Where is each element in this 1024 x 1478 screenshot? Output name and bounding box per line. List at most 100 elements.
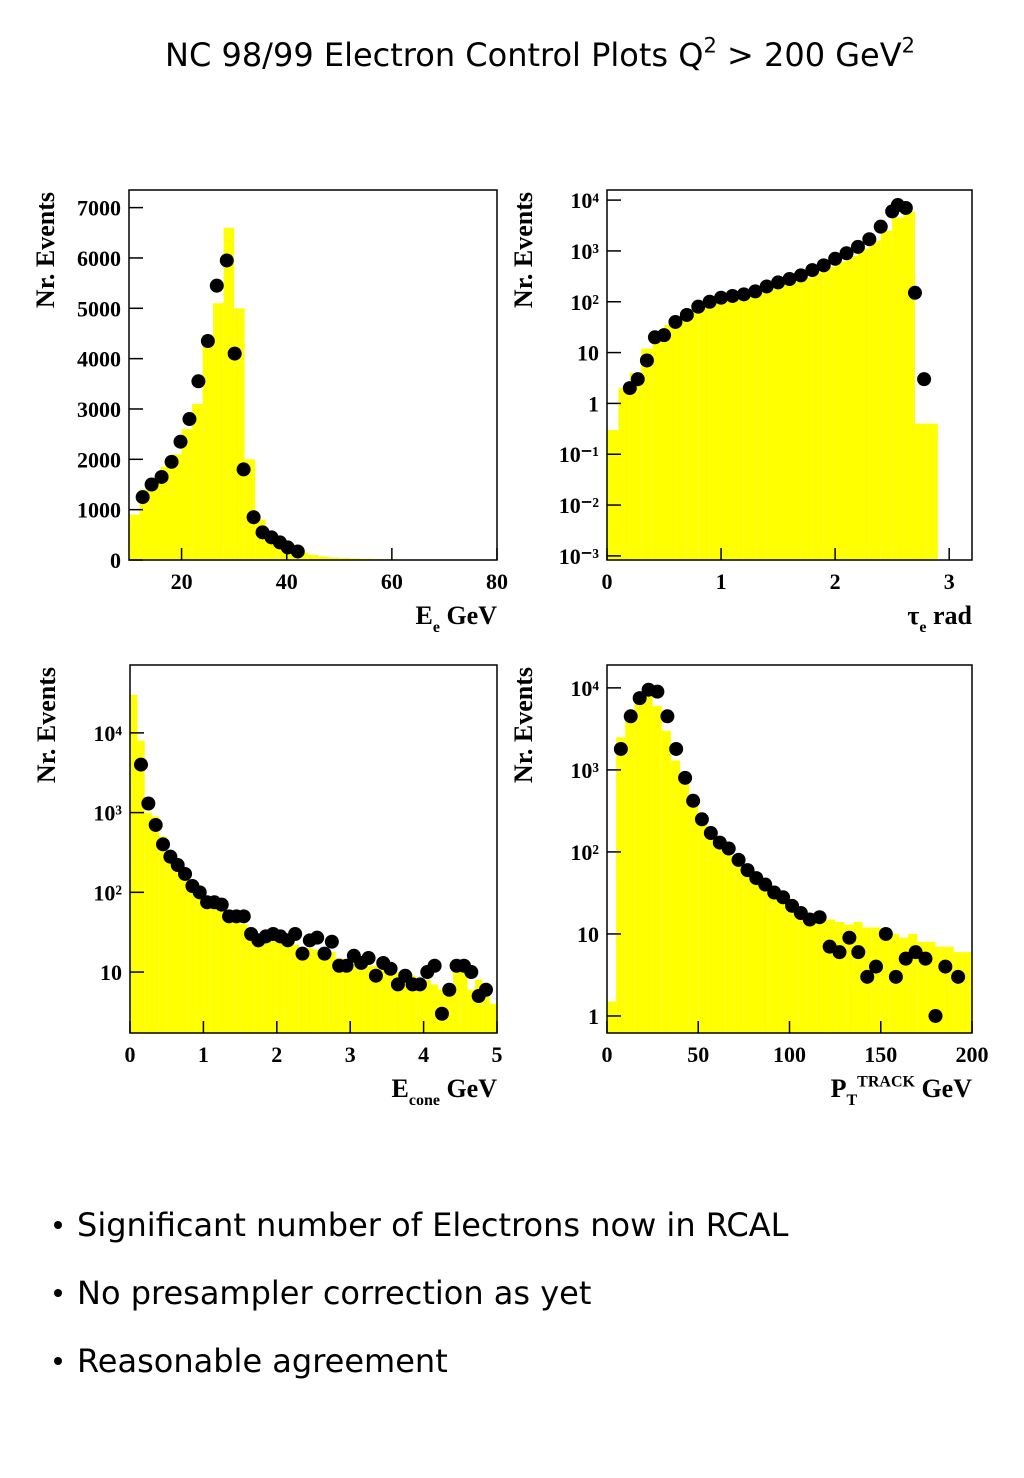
histogram-bar bbox=[181, 429, 193, 560]
data-point bbox=[771, 275, 786, 290]
histogram-bar bbox=[467, 989, 475, 1033]
plot-frame bbox=[606, 189, 973, 561]
histogram bbox=[130, 694, 497, 1033]
histogram-bar bbox=[218, 910, 226, 1033]
histogram-bar bbox=[202, 343, 214, 560]
histogram-bar bbox=[269, 940, 277, 1033]
x-tick-label: 3 bbox=[345, 1042, 356, 1067]
histogram-bar bbox=[372, 965, 380, 1033]
histogram-bar bbox=[408, 975, 417, 1033]
data-point bbox=[938, 959, 953, 974]
x-axis-label-part: GeV bbox=[440, 601, 497, 630]
data-point bbox=[630, 372, 645, 387]
data-point bbox=[368, 968, 383, 983]
data-point bbox=[669, 741, 684, 756]
histogram-bar bbox=[675, 317, 687, 560]
histogram-bar bbox=[716, 845, 726, 1033]
data-point bbox=[310, 930, 325, 945]
data-point bbox=[888, 969, 903, 984]
data-point bbox=[200, 334, 215, 349]
histogram-bar bbox=[357, 962, 365, 1033]
histogram-bar bbox=[743, 873, 753, 1033]
data-point bbox=[898, 200, 913, 215]
data-point bbox=[182, 412, 197, 427]
x-axis-label-part: E bbox=[392, 1074, 409, 1103]
data-point bbox=[236, 909, 251, 924]
data-point bbox=[214, 897, 229, 912]
histogram-bar bbox=[607, 1001, 617, 1033]
histogram-bar bbox=[661, 730, 671, 1033]
histogram-bar bbox=[276, 940, 285, 1033]
data-point bbox=[679, 307, 694, 322]
data-point bbox=[928, 1008, 943, 1023]
data-point bbox=[219, 253, 234, 268]
histogram-bar bbox=[401, 972, 409, 1033]
histogram bbox=[607, 211, 938, 560]
histogram-bar bbox=[926, 423, 938, 560]
histogram-bar bbox=[892, 217, 904, 560]
histogram-bar bbox=[670, 760, 680, 1033]
histogram-bar bbox=[755, 292, 767, 560]
histogram-bar bbox=[962, 952, 972, 1033]
histogram-bar bbox=[823, 267, 836, 560]
histogram-bar bbox=[652, 332, 665, 560]
histogram-bar bbox=[709, 301, 722, 560]
histogram-bar bbox=[871, 927, 881, 1033]
y-tick-label: 1000 bbox=[77, 498, 121, 523]
plot-frame bbox=[129, 664, 498, 1034]
y-tick-label: 3000 bbox=[77, 397, 121, 422]
data-point bbox=[731, 852, 746, 867]
histogram-bar bbox=[789, 281, 801, 560]
y-tick-label: 4000 bbox=[77, 347, 121, 372]
data-point bbox=[758, 877, 773, 892]
histogram-bar bbox=[159, 836, 167, 1033]
data-point bbox=[842, 930, 857, 945]
data-point bbox=[678, 770, 693, 785]
data-point bbox=[383, 961, 398, 976]
histogram-bar bbox=[721, 299, 733, 560]
y-tick-label: 10² bbox=[570, 290, 599, 315]
histogram-bar bbox=[953, 952, 963, 1033]
data-point bbox=[860, 969, 875, 984]
histogram-bar bbox=[926, 941, 936, 1033]
data-point bbox=[703, 826, 718, 841]
data-point bbox=[427, 958, 442, 973]
histogram-bar bbox=[807, 913, 817, 1033]
histogram-bar bbox=[698, 305, 710, 560]
x-tick-label: 2 bbox=[830, 569, 841, 594]
x-axis-label-part: GeV bbox=[915, 1074, 972, 1103]
histogram-bar bbox=[899, 937, 909, 1033]
data-point bbox=[623, 709, 638, 724]
histogram-bar bbox=[634, 695, 644, 1033]
histogram-bar bbox=[903, 211, 915, 560]
x-tick-label: 50 bbox=[687, 1042, 709, 1067]
histogram-bar bbox=[394, 972, 402, 1033]
histogram-bar bbox=[284, 944, 292, 1033]
x-axis-label: PTTRACK GeV bbox=[831, 1074, 973, 1109]
data-point bbox=[812, 910, 827, 925]
y-axis-label: Nr. Events bbox=[31, 192, 60, 308]
histogram-bar bbox=[254, 936, 263, 1033]
slide-title-part: > 200 GeV bbox=[717, 36, 902, 74]
histogram-bar bbox=[629, 372, 642, 560]
histogram-bar bbox=[313, 949, 321, 1033]
histogram-bar bbox=[698, 819, 708, 1033]
y-tick-label: 1 bbox=[588, 391, 599, 416]
histogram-bar bbox=[144, 812, 153, 1033]
data-point bbox=[776, 890, 791, 905]
data-point bbox=[442, 982, 457, 997]
y-tick-label: 10³ bbox=[93, 801, 122, 826]
histogram-bar bbox=[213, 303, 224, 560]
histogram-bar bbox=[386, 972, 395, 1033]
histogram-bar bbox=[234, 308, 245, 560]
y-tick-label: 5000 bbox=[77, 296, 121, 321]
histogram-bar bbox=[320, 951, 329, 1033]
histogram-bar bbox=[223, 227, 235, 560]
histogram-bar bbox=[152, 816, 160, 1033]
data-point bbox=[209, 278, 224, 293]
histogram-bar bbox=[244, 459, 256, 560]
data-point bbox=[295, 946, 310, 961]
data-point bbox=[816, 258, 831, 273]
histogram-bar bbox=[247, 928, 255, 1033]
data-point bbox=[173, 434, 188, 449]
